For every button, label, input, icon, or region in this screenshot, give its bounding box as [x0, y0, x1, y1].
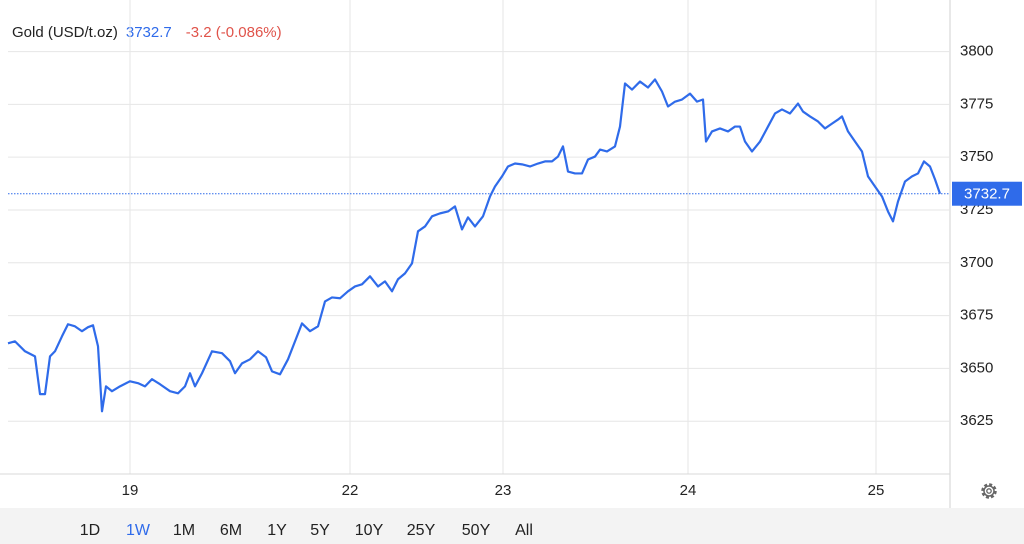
price-change: -3.2 (-0.086%): [186, 24, 282, 41]
range-button[interactable]: 1D: [80, 522, 100, 539]
y-tick-label: 3650: [960, 359, 993, 376]
y-tick-label: 3750: [960, 148, 993, 165]
last-price-box: [952, 181, 1022, 206]
chart-title: Gold (USD/t.oz): [12, 24, 118, 41]
x-tick-label: 24: [680, 482, 697, 499]
y-tick-label: 3700: [960, 254, 993, 271]
range-button[interactable]: All: [515, 522, 533, 539]
x-tick-label: 19: [122, 482, 139, 499]
y-tick-label: 3775: [960, 95, 993, 112]
x-tick-label: 23: [495, 482, 512, 499]
price-line: [7, 78, 942, 413]
range-button[interactable]: 1Y: [267, 522, 287, 539]
x-tick-label: 22: [342, 482, 359, 499]
range-button[interactable]: 1M: [173, 522, 195, 539]
range-button[interactable]: 50Y: [462, 522, 491, 539]
range-button[interactable]: 10Y: [355, 522, 384, 539]
settings-icon[interactable]: [981, 483, 997, 499]
x-tick-label: 25: [868, 482, 885, 499]
y-tick-label: 3675: [960, 307, 993, 324]
range-button[interactable]: 5Y: [310, 522, 330, 539]
last-price: 3732.7: [126, 24, 172, 41]
y-tick-label: 3625: [960, 412, 993, 429]
last-price-label: 3732.7: [964, 186, 1010, 203]
range-bar: [0, 508, 1024, 544]
range-button[interactable]: 6M: [220, 522, 242, 539]
range-button[interactable]: 1W: [126, 522, 151, 539]
y-tick-label: 3800: [960, 43, 993, 60]
range-button[interactable]: 25Y: [407, 522, 436, 539]
